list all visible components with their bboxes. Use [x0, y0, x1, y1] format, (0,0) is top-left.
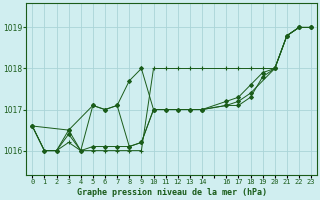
X-axis label: Graphe pression niveau de la mer (hPa): Graphe pression niveau de la mer (hPa) [77, 188, 267, 197]
